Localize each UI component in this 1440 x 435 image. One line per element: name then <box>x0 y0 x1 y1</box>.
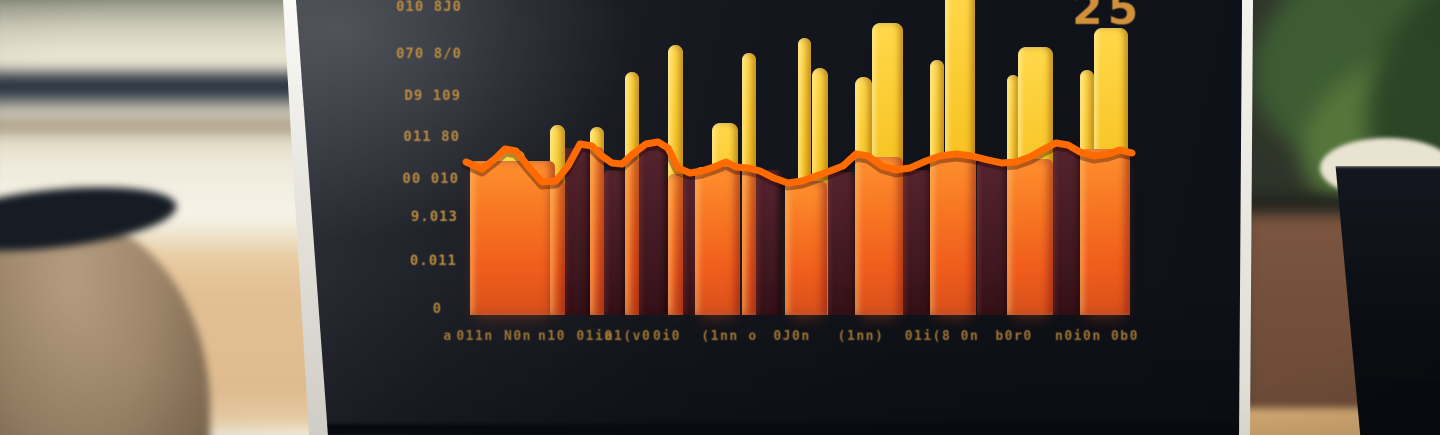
x-axis-label: (1nn <box>701 329 738 344</box>
y-axis-label: 00 010 <box>359 171 459 187</box>
y-axis-label: D9 109 <box>361 88 461 104</box>
bar-maroon <box>903 170 930 315</box>
x-axis-label: 011n <box>456 329 493 344</box>
x-axis-label: 01i(8 0n <box>905 329 980 344</box>
y-axis-label: 9.013 <box>358 209 458 225</box>
x-axis-label: n10 <box>538 329 566 344</box>
x-axis-label: n0i0n 0b0 <box>1055 329 1139 344</box>
bar-maroon <box>827 172 855 315</box>
y-axis-label: 011 80 <box>360 129 460 145</box>
x-axis-label: 01i0 <box>576 329 613 344</box>
bar-maroon <box>756 170 781 315</box>
y-axis-label: 0.011 <box>357 253 457 269</box>
x-axis-label: 0i0 <box>653 329 681 344</box>
bar-orange <box>590 147 604 315</box>
x-axis-label: o <box>748 329 757 344</box>
x-axis-label: 0J0n <box>773 329 810 344</box>
bar-orange <box>1007 159 1053 315</box>
laptop-hinge <box>315 424 1242 435</box>
bar-orange <box>855 157 903 315</box>
x-axis-label: a <box>443 329 452 344</box>
bar-maroon <box>1053 147 1080 315</box>
bar-maroon <box>604 170 625 315</box>
bar-orange <box>470 161 555 315</box>
bar-orange <box>550 179 565 315</box>
bar-maroon <box>977 162 1007 315</box>
bar-orange <box>742 169 756 315</box>
x-axis-label: b0r0 <box>995 329 1032 344</box>
x-axis-label: (1nn) <box>838 329 885 344</box>
bar-orange <box>695 167 740 315</box>
bar-orange <box>930 155 976 315</box>
y-axis-label: 010 8J0 <box>362 0 462 15</box>
bar-orange <box>668 174 683 315</box>
y-axis-label: 0 <box>342 301 442 317</box>
bar-orange <box>1080 149 1130 315</box>
x-axis-label: N0n <box>504 329 532 344</box>
bar-orange <box>785 181 827 315</box>
bar-orange <box>625 156 639 315</box>
x-axis-label: a1(v0 <box>605 329 652 344</box>
y-axis-label: 070 8/0 <box>362 46 462 62</box>
bar-maroon <box>563 148 590 315</box>
callout-value: 25 <box>1072 0 1143 35</box>
bar-maroon <box>639 147 667 315</box>
